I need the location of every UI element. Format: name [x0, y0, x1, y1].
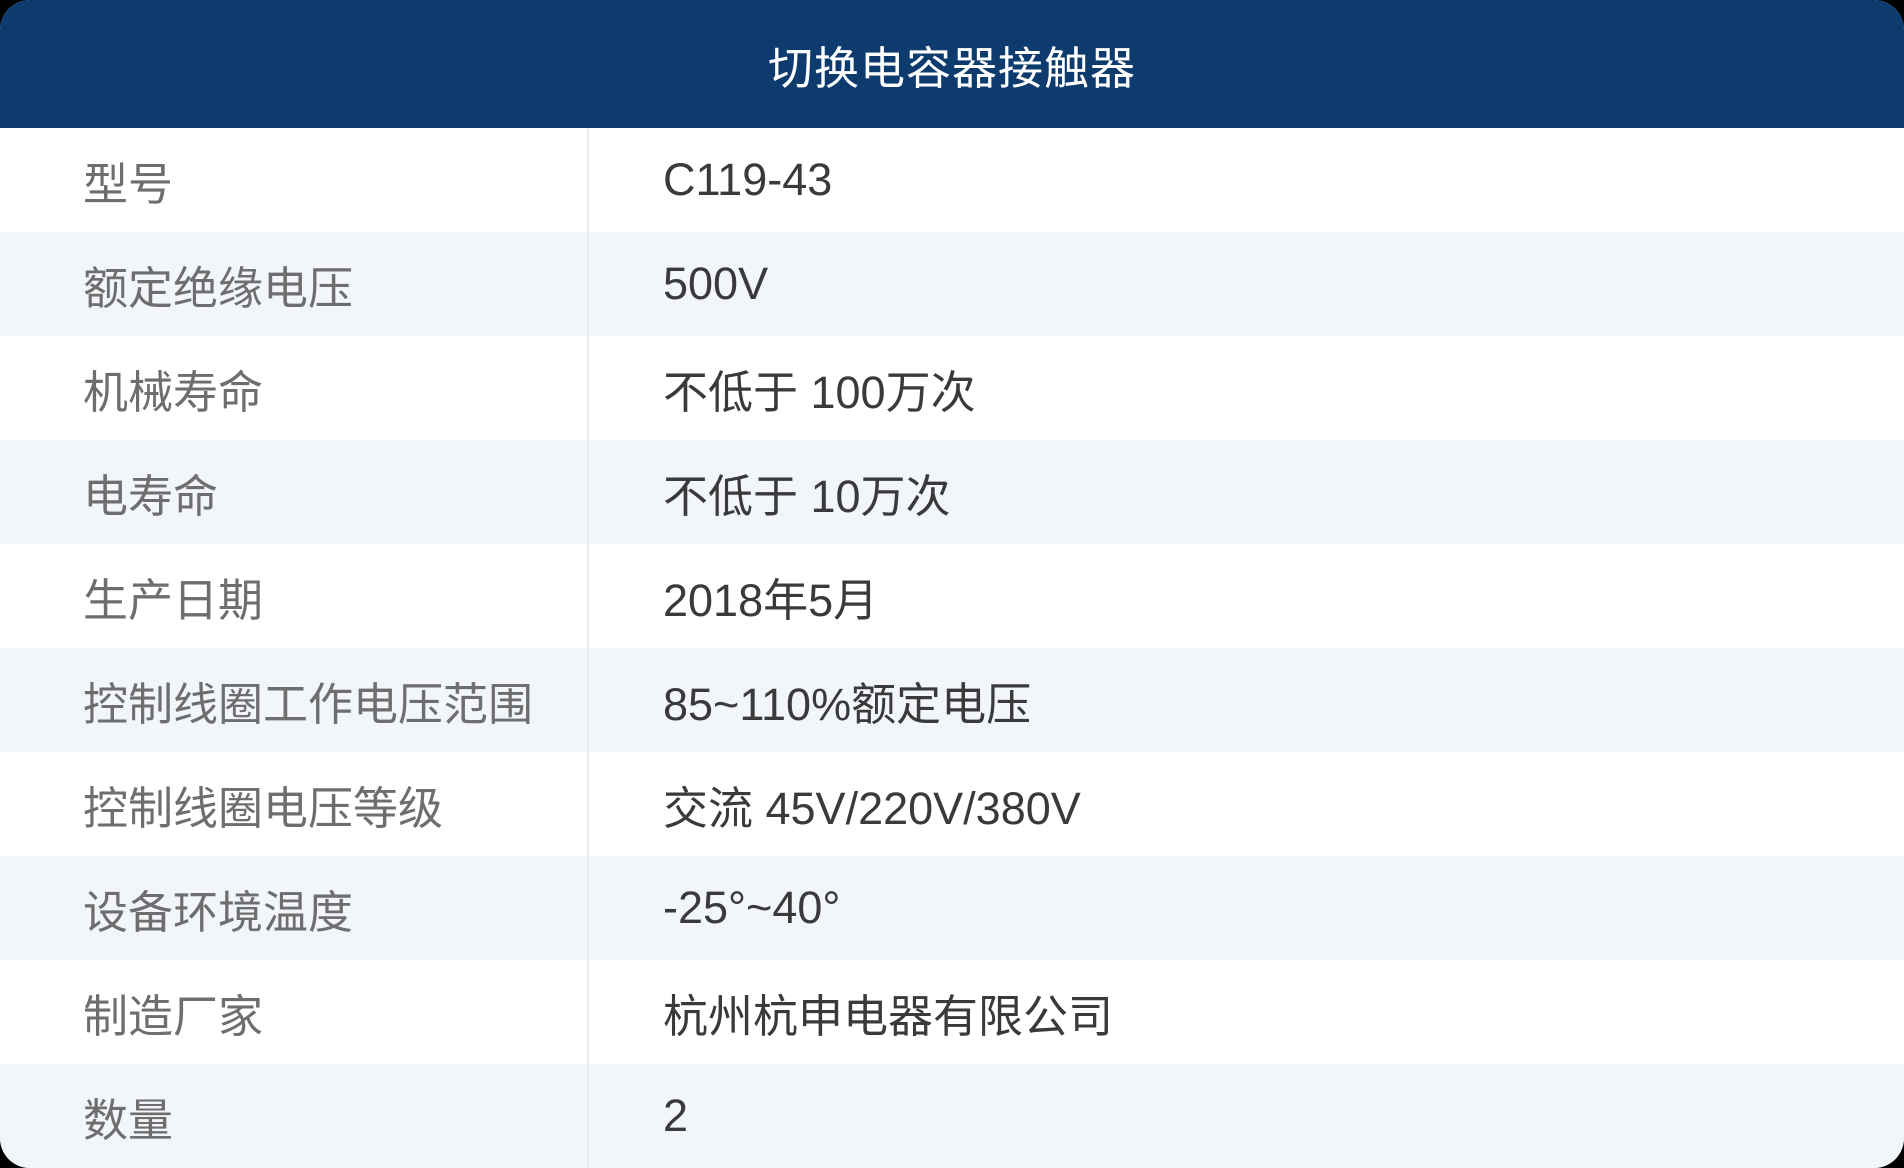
- spec-value: 2018年5月: [663, 574, 879, 626]
- table-row: 控制线圈电压等级 交流 45V/220V/380V: [0, 752, 1904, 856]
- table-row: 电寿命 不低于 10万次: [0, 440, 1904, 544]
- spec-value: 85~110%额定电压: [663, 678, 1032, 730]
- spec-label: 型号: [0, 128, 589, 232]
- spec-value: 不低于 10万次: [663, 470, 951, 522]
- spec-value: -25°~40°: [663, 882, 841, 933]
- table-row: 控制线圈工作电压范围 85~110%额定电压: [0, 648, 1904, 752]
- table-row: 型号 C119-43: [0, 128, 1904, 232]
- table-row: 设备环境温度 -25°~40°: [0, 856, 1904, 960]
- spec-label: 生产日期: [0, 544, 589, 648]
- table-row: 制造厂家 杭州杭申电器有限公司: [0, 960, 1904, 1064]
- spec-label: 设备环境温度: [0, 856, 589, 960]
- spec-value: 不低于 100万次: [663, 366, 976, 418]
- table-row: 机械寿命 不低于 100万次: [0, 336, 1904, 440]
- table-body: 型号 C119-43 额定绝缘电压 500V 机械寿命 不低于 100万次 电寿…: [0, 128, 1904, 1168]
- table-row: 额定绝缘电压 500V: [0, 232, 1904, 336]
- spec-value: 2: [663, 1090, 689, 1141]
- spec-label: 制造厂家: [0, 960, 589, 1064]
- table-row: 数量 2: [0, 1064, 1904, 1168]
- spec-label: 控制线圈电压等级: [0, 752, 589, 856]
- spec-value: 杭州杭申电器有限公司: [663, 990, 1114, 1042]
- spec-value: C119-43: [663, 154, 833, 205]
- table-header: 切换电容器接触器: [0, 0, 1904, 128]
- table-title: 切换电容器接触器: [767, 42, 1136, 94]
- spec-value: 500V: [663, 258, 769, 309]
- spec-label: 电寿命: [0, 440, 589, 544]
- spec-value: 交流 45V/220V/380V: [663, 782, 1081, 834]
- spec-label: 数量: [0, 1064, 589, 1168]
- spec-label: 控制线圈工作电压范围: [0, 648, 589, 752]
- spec-label: 额定绝缘电压: [0, 232, 589, 336]
- spec-label: 机械寿命: [0, 336, 589, 440]
- table-row: 生产日期 2018年5月: [0, 544, 1904, 648]
